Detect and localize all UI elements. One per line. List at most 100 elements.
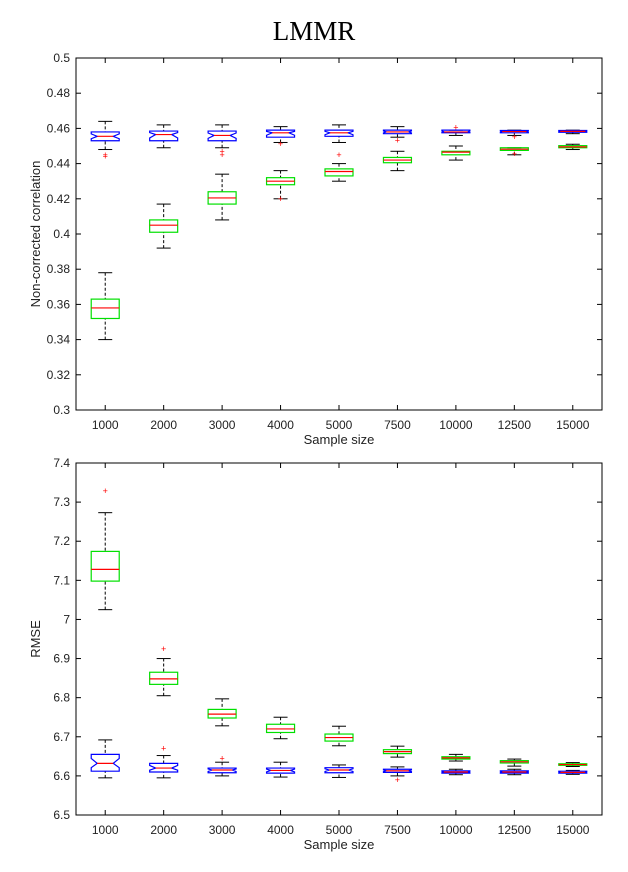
outlier-marker: + <box>453 123 458 133</box>
y-tick-label: 6.7 <box>53 730 70 744</box>
boxplot-blue-5000 <box>324 764 354 778</box>
y-tick-label: 0.5 <box>53 51 70 65</box>
boxplot-green-2000 <box>149 203 179 249</box>
boxplot-blue-2000 <box>149 124 179 149</box>
outlier-marker: + <box>161 644 166 654</box>
boxplot-blue-1000 <box>90 739 120 779</box>
boxplot-green-15000 <box>558 762 588 768</box>
outlier-marker: + <box>219 150 224 160</box>
x-tick-label: 2000 <box>150 418 177 432</box>
y-tick-label: 0.36 <box>47 297 71 311</box>
box-body <box>382 129 413 135</box>
x-tick-label: 4000 <box>267 823 294 837</box>
y-tick-label: 0.46 <box>47 121 71 135</box>
x-tick-label: 3000 <box>209 418 236 432</box>
box-body <box>149 130 179 142</box>
boxplot-blue-4000 <box>265 761 296 778</box>
top-panel-correlation: 0.3 0.32 0.34 0.36 0.38 0.4 0.42 0.44 0.46 0.48 0.… <box>28 51 603 447</box>
boxplot-green-12500 <box>499 758 529 767</box>
x-tick-label: 5000 <box>326 418 353 432</box>
x-tick-label: 1000 <box>92 823 119 837</box>
y-tick-label: 7 <box>63 612 70 626</box>
box-body <box>441 770 471 774</box>
boxplot-green-4000 <box>265 716 296 740</box>
y-tick-label: 0.42 <box>47 192 71 206</box>
boxplot-green-4000: + <box>265 170 296 204</box>
box-body <box>499 129 529 134</box>
y-tick-label: 6.6 <box>53 769 70 783</box>
box-body <box>441 129 471 134</box>
y-tick-label: 6.9 <box>53 652 70 666</box>
outlier-marker: + <box>278 139 283 149</box>
y-tick-label: 0.38 <box>47 262 71 276</box>
y-tick-label: 7.3 <box>53 495 70 509</box>
x-tick-label: 1000 <box>92 418 119 432</box>
outlier-marker: + <box>512 132 517 142</box>
boxplot-blue-15000 <box>558 769 588 775</box>
y-tick-label: 0.48 <box>47 86 71 100</box>
boxplot-blue-3000: + <box>207 753 237 777</box>
outlier-marker: + <box>103 152 108 162</box>
x-tick-label: 15000 <box>556 418 590 432</box>
box-body <box>207 767 237 774</box>
box-body <box>90 298 120 320</box>
boxplot-blue-5000 <box>324 124 354 143</box>
x-axis-label: Sample size <box>304 837 375 852</box>
boxplot-green-12500: + <box>499 147 529 159</box>
y-tick-label: 6.8 <box>53 691 70 705</box>
box-body <box>149 219 179 233</box>
boxplot-blue-10000 <box>441 768 471 776</box>
x-tick-label: 15000 <box>556 823 590 837</box>
box-body <box>558 129 588 133</box>
x-tick-label: 12500 <box>498 418 532 432</box>
x-tick-label: 4000 <box>267 418 294 432</box>
boxplot-blue-7500: + <box>382 126 413 146</box>
x-tick-label: 7500 <box>384 418 411 432</box>
y-axis-label: RMSE <box>28 620 43 658</box>
outlier-marker: + <box>395 136 400 146</box>
y-tick-label: 0.34 <box>47 333 71 347</box>
boxplot-blue-2000: + <box>149 744 179 779</box>
boxplot-green-7500 <box>382 150 413 172</box>
boxplot-green-5000 <box>324 725 354 747</box>
boxplot-green-3000 <box>207 698 237 727</box>
y-tick-label: 0.32 <box>47 368 71 382</box>
boxplot-green-2000: + <box>149 644 179 697</box>
figure-title: LMMR <box>272 16 356 46</box>
y-tick-label: 7.1 <box>53 573 70 587</box>
bottom-panel-rmse: 6.5 6.6 6.7 6.8 6.9 7 7.1 7.2 7.3 7.4 1000 2000 3000… <box>28 456 603 852</box>
outlier-marker: + <box>161 744 166 754</box>
boxplot-green-1000: + <box>90 486 120 611</box>
boxplot-blue-10000: + <box>441 123 471 136</box>
outlier-marker: + <box>219 753 224 763</box>
y-axis-label: Non-corrected correlation <box>28 161 43 308</box>
boxplot-green-10000 <box>441 145 471 161</box>
box-body <box>149 762 179 773</box>
x-tick-label: 12500 <box>498 823 532 837</box>
y-tick-label: 0.44 <box>47 157 71 171</box>
boxplot-blue-12500: + <box>499 129 529 142</box>
box-body <box>90 753 120 772</box>
outlier-marker: + <box>219 146 224 156</box>
box-body <box>382 768 413 773</box>
outlier-marker: + <box>336 150 341 160</box>
boxplot-green-3000 <box>207 173 237 221</box>
x-tick-label: 10000 <box>439 823 473 837</box>
boxplot-green-1000 <box>90 272 120 341</box>
x-tick-label: 3000 <box>209 823 236 837</box>
y-tick-label: 0.3 <box>53 403 70 417</box>
box-body <box>499 770 529 774</box>
y-tick-label: 7.4 <box>53 456 70 470</box>
box-body <box>90 131 120 142</box>
box-body <box>265 767 296 774</box>
boxplot-green-10000 <box>441 753 471 762</box>
x-tick-label: 5000 <box>326 823 353 837</box>
box-body <box>324 767 354 774</box>
axes-frame <box>75 57 603 411</box>
y-tick-label: 7.2 <box>53 534 70 548</box>
box-body <box>441 150 471 156</box>
boxplot-blue-1000: ++ <box>90 120 120 162</box>
x-tick-label: 7500 <box>384 823 411 837</box>
boxplot-blue-15000 <box>558 129 588 135</box>
